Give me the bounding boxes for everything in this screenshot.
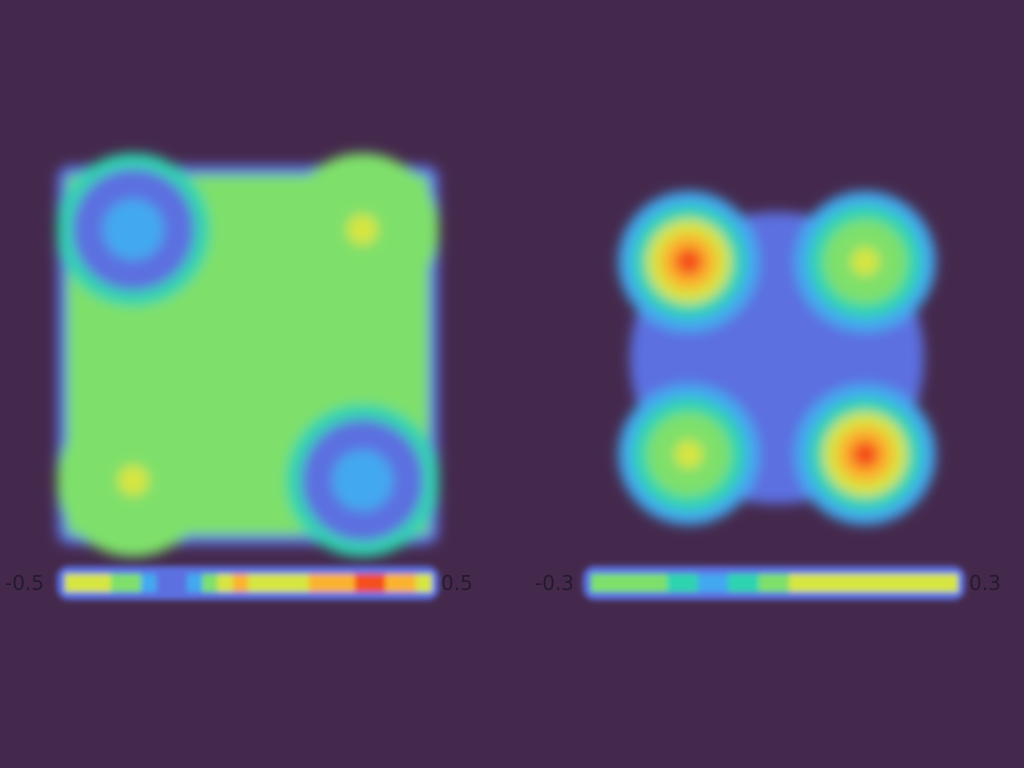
colorbar-segment	[865, 574, 882, 592]
colorbar-segment	[789, 574, 806, 592]
colorbar-segment	[697, 574, 714, 592]
colorbar-segment	[385, 574, 402, 592]
lobe-bottom-left	[618, 383, 760, 525]
colorbar-left-min-label: -0.5	[5, 571, 44, 595]
colorbar-left-max-label: 0.5	[441, 571, 473, 595]
lobe-top-left	[618, 191, 760, 333]
colorbar-right	[583, 566, 965, 600]
colorbar-segment	[880, 574, 897, 592]
colorbar-segment	[652, 574, 669, 592]
colorbar-segment	[324, 574, 341, 592]
colorbar-segment	[156, 574, 173, 592]
colorbar-segment	[126, 574, 143, 592]
colorbar-segment	[80, 574, 97, 592]
colorbar-segment	[728, 574, 745, 592]
colorbar-segment	[591, 574, 608, 592]
colorbar-segment	[248, 574, 265, 592]
panel-right: -0.3 0.3	[535, 191, 1001, 600]
colorbar-segment	[95, 574, 112, 592]
colorbar-segment	[667, 574, 684, 592]
colorbar-segment	[743, 574, 760, 592]
colorbar-left	[57, 566, 439, 600]
colorbar-segment	[110, 574, 127, 592]
colorbar-segment	[758, 574, 775, 592]
colorbar-segment	[339, 574, 356, 592]
colorbar-segment	[202, 574, 219, 592]
colorbar-segment	[636, 574, 653, 592]
heatmap-circle	[618, 191, 936, 525]
lobe-top-right	[286, 153, 439, 306]
colorbar-segment	[400, 574, 417, 592]
colorbar-segment	[187, 574, 204, 592]
colorbar-segment	[65, 574, 82, 592]
colorbar-segment	[682, 574, 699, 592]
colorbar-segment	[171, 574, 188, 592]
colorbar-right-max-label: 0.3	[969, 571, 1001, 595]
colorbar-segment	[713, 574, 730, 592]
heatmap-square	[56, 153, 439, 557]
colorbar-segment	[804, 574, 821, 592]
colorbar-segment	[926, 574, 943, 592]
colorbar-segment	[370, 574, 387, 592]
lobe-top-left	[56, 153, 210, 306]
lobe-bottom-right	[794, 383, 936, 525]
colorbar-segment	[217, 574, 234, 592]
colorbar-segment	[232, 574, 249, 592]
colorbar-segment	[621, 574, 638, 592]
lobe-bottom-right	[286, 404, 439, 557]
colorbar-segment	[606, 574, 623, 592]
lobe-top-right	[794, 191, 936, 333]
colorbar-right-min-label: -0.3	[535, 571, 574, 595]
colorbar-segment	[141, 574, 158, 592]
colorbar-segment	[415, 574, 432, 592]
colorbar-segment	[911, 574, 928, 592]
colorbar-segment	[941, 574, 958, 592]
panel-left: -0.5 0.5	[5, 153, 473, 600]
colorbar-segment	[354, 574, 371, 592]
colorbar-segment	[263, 574, 280, 592]
colorbar-segment	[896, 574, 913, 592]
colorbar-segment	[293, 574, 310, 592]
lobe-bottom-left	[56, 404, 210, 557]
colorbar-segment	[835, 574, 852, 592]
colorbar-segment	[850, 574, 867, 592]
colorbar-segment	[774, 574, 791, 592]
colorbar-segment	[278, 574, 295, 592]
colorbar-segment	[819, 574, 836, 592]
colorbar-segment	[309, 574, 326, 592]
